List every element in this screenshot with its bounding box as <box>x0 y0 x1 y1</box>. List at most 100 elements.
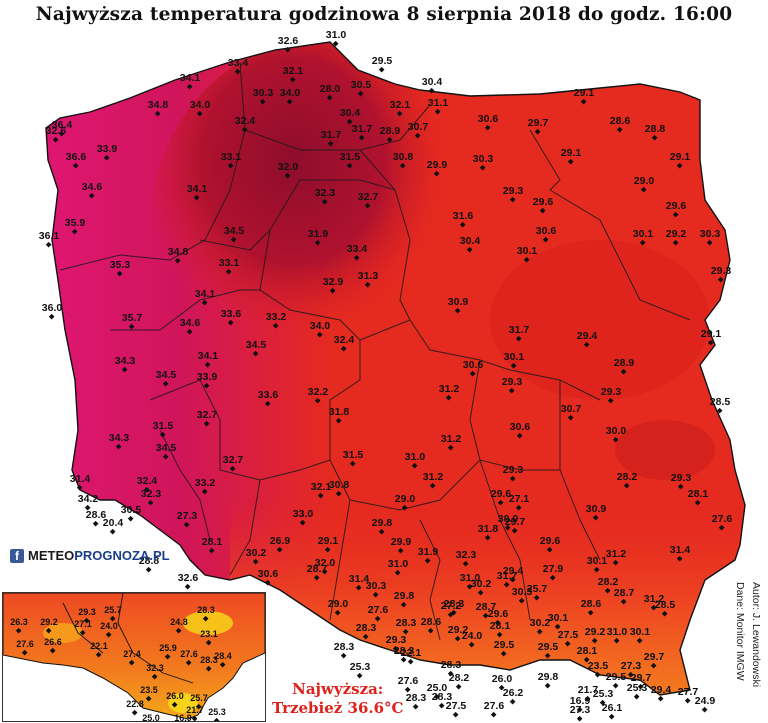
map-temperature-label: 29.1 <box>574 87 595 99</box>
map-station-marker <box>334 609 341 616</box>
map-temperature-label: 28.3 <box>444 598 465 610</box>
map-temperature-label: 31.7 <box>497 570 518 582</box>
map-temperature-label: 28.1 <box>490 620 511 632</box>
map-temperature-label: 29.2 <box>666 228 687 240</box>
inset-temperature-label: 22.1 <box>90 641 108 651</box>
map-station-marker <box>587 609 594 616</box>
map-temperature-label: 33.1 <box>219 257 240 269</box>
map-station-marker <box>314 239 321 246</box>
map-station-marker <box>482 612 489 619</box>
map-station-marker <box>468 641 475 648</box>
map-station-marker <box>657 695 664 702</box>
map-temperature-label: 33.2 <box>195 477 216 489</box>
map-temperature-label: 31.6 <box>453 210 474 222</box>
map-temperature-label: 30.6 <box>463 359 484 371</box>
map-temperature-label: 34.1 <box>187 183 208 195</box>
map-temperature-label: 29.5 <box>538 641 559 653</box>
map-temperature-label: 29.3 <box>671 472 692 484</box>
map-temperature-label: 30.9 <box>448 296 469 308</box>
map-temperature-label: 32.6 <box>278 35 299 47</box>
map-temperature-label: 29.4 <box>503 565 524 577</box>
map-station-marker <box>490 711 497 718</box>
map-station-marker <box>518 597 525 604</box>
map-temperature-label: 33.4 <box>347 243 368 255</box>
map-station-marker <box>327 140 334 147</box>
map-station-marker <box>362 633 369 640</box>
map-temperature-label: 29.6 <box>540 535 561 547</box>
map-station-marker <box>510 362 517 369</box>
map-station-marker <box>583 656 590 663</box>
map-temperature-label: 29.4 <box>577 330 598 342</box>
map-station-marker <box>701 706 708 713</box>
map-station-marker <box>694 499 701 506</box>
map-temperature-label: 31.0 <box>326 29 347 41</box>
map-temperature-label: 28.6 <box>581 598 602 610</box>
map-temperature-label: 33.0 <box>293 508 314 520</box>
map-temperature-label: 33.4 <box>228 57 249 69</box>
map-station-marker <box>154 110 161 117</box>
inset-station-marker <box>164 653 171 660</box>
map-temperature-label: 28.1 <box>688 488 709 500</box>
map-station-marker <box>613 637 620 644</box>
map-temperature-label: 27.5 <box>446 700 467 712</box>
inset-temperature-label: 32.3 <box>146 663 164 673</box>
map-station-marker <box>608 713 615 720</box>
map-temperature-label: 29.9 <box>427 159 448 171</box>
map-temperature-label: 30.3 <box>512 586 533 598</box>
map-temperature-label: 31.7 <box>509 324 530 336</box>
map-temperature-label: 35.9 <box>65 217 86 229</box>
map-temperature-label: 29.1 <box>318 535 339 547</box>
map-station-marker <box>509 698 516 705</box>
map-temperature-label: 30.0 <box>498 513 519 525</box>
map-temperature-label: 16.9 <box>570 695 591 707</box>
map-temperature-label: 34.8 <box>168 246 189 258</box>
map-temperature-label: 31.7 <box>352 123 373 135</box>
map-temperature-label: 30.6 <box>258 568 279 580</box>
map-station-marker <box>612 559 619 566</box>
map-station-marker <box>208 547 215 554</box>
map-temperature-label: 30.3 <box>700 228 721 240</box>
map-station-marker <box>484 534 491 541</box>
map-temperature-label: 31.4 <box>670 544 691 556</box>
map-temperature-label: 29.8 <box>372 517 393 529</box>
map-station-marker <box>639 239 646 246</box>
map-temperature-label: 24.9 <box>695 695 716 707</box>
map-station-marker <box>623 482 630 489</box>
map-temperature-label: 32.0 <box>278 161 299 173</box>
map-station-marker <box>386 136 393 143</box>
map-title: Najwyższa temperatura godzinowa 8 sierpn… <box>35 4 733 25</box>
map-temperature-label: 29.6 <box>488 608 509 620</box>
map-station-marker <box>58 130 65 137</box>
map-station-marker <box>335 490 342 497</box>
map-temperature-label: 34.5 <box>156 442 177 454</box>
map-temperature-label: 34.8 <box>148 99 169 111</box>
map-temperature-label: 34.2 <box>78 493 99 505</box>
map-station-marker <box>620 368 627 375</box>
map-station-marker <box>544 682 551 689</box>
brand-logo[interactable]: f METEOPROGNOZA.PL <box>10 548 170 563</box>
map-station-marker <box>477 589 484 596</box>
map-station-marker <box>72 162 79 169</box>
map-station-marker <box>620 598 627 605</box>
map-station-marker <box>225 268 232 275</box>
map-temperature-label: 28.8 <box>139 555 160 567</box>
map-station-marker <box>230 236 237 243</box>
map-temperature-label: 28.5 <box>655 599 676 611</box>
map-station-marker <box>340 652 347 659</box>
map-station-marker <box>500 650 507 657</box>
map-station-marker <box>145 566 152 573</box>
map-temperature-label: 29.8 <box>394 590 415 602</box>
map-station-marker <box>515 504 522 511</box>
facebook-icon[interactable]: f <box>10 548 24 563</box>
map-station-marker <box>650 604 657 611</box>
map-temperature-label: 28.6 <box>610 115 631 127</box>
inset-station-marker <box>131 709 138 716</box>
map-station-marker <box>515 335 522 342</box>
map-temperature-label: 30.2 <box>471 578 492 590</box>
map-temperature-label: 29.5 <box>372 55 393 67</box>
map-station-marker <box>447 611 454 618</box>
map-temperature-label: 25.0 <box>427 682 448 694</box>
map-station-marker <box>494 619 501 626</box>
inset-temperature-label: 29.2 <box>40 617 58 627</box>
